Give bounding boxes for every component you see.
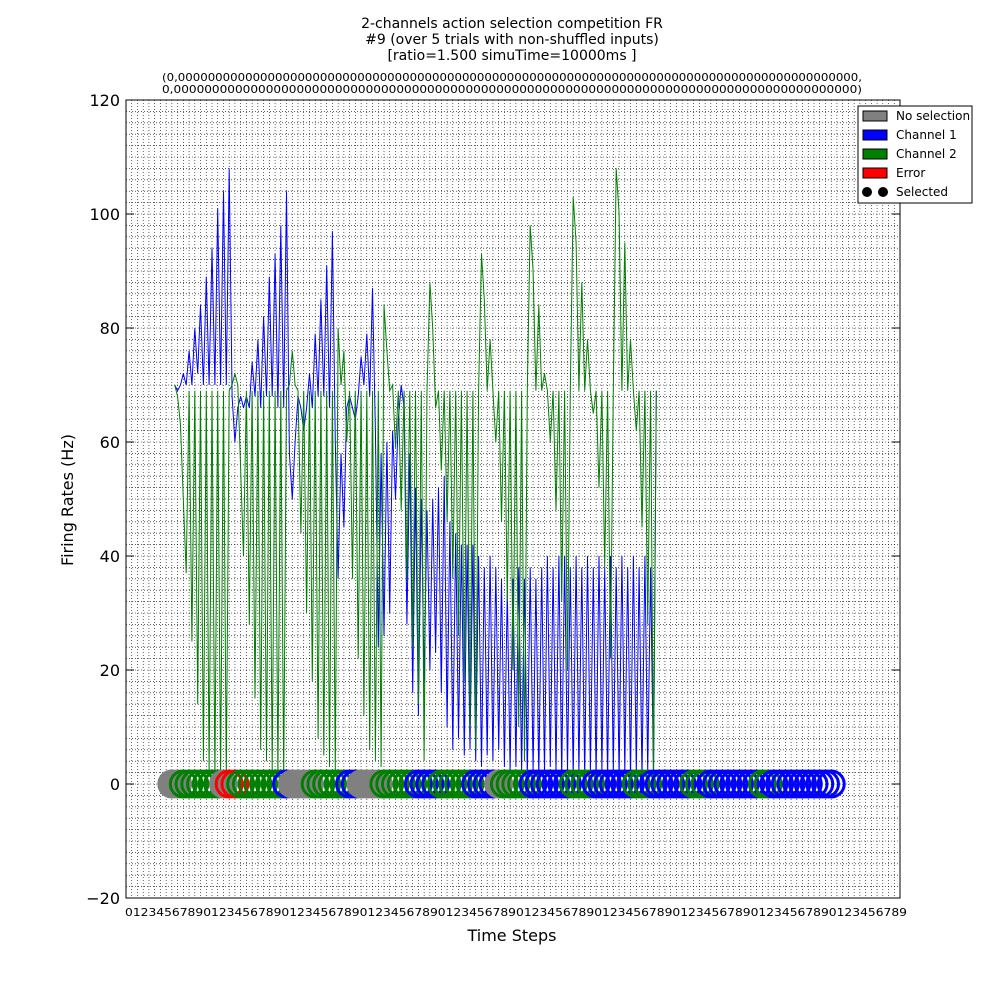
series-line-channel-2 xyxy=(174,168,657,779)
legend: No selection Channel 1 Channel 2 Error Selec… xyxy=(857,105,973,204)
selection-markers xyxy=(157,769,846,799)
y-tick-label: 60 xyxy=(100,433,120,452)
title-line-3: [ratio=1.500 simuTime=10000ms ] xyxy=(387,48,636,64)
legend-label: Channel 1 xyxy=(896,128,957,142)
selection-marker xyxy=(816,769,846,799)
bottom-tick-labels: 0123456789012345678901234567890123456789… xyxy=(125,906,907,919)
y-tick-label: 80 xyxy=(100,319,120,338)
legend-label: No selection xyxy=(896,109,970,123)
title-line-1: 2-channels action selection competition … xyxy=(361,16,663,32)
chart-title: 2-channels action selection competition … xyxy=(361,16,663,64)
y-axis: −20 0 20 40 60 80 100 120 xyxy=(86,91,900,908)
legend-label: Channel 2 xyxy=(896,147,957,161)
y-tick-label: 120 xyxy=(89,91,120,110)
y-tick-label: 40 xyxy=(100,547,120,566)
y-tick-label: 20 xyxy=(100,661,120,680)
legend-marker xyxy=(862,187,872,197)
legend-label: Error xyxy=(896,166,925,180)
legend-label: Selected xyxy=(896,185,948,199)
top-tick-labels-row-1: (0,0000000000000000000000000000000000000… xyxy=(162,71,862,84)
top-tick-labels-row-2: 0,00000000000000000000000000000000000000… xyxy=(162,83,862,96)
plot-frame xyxy=(125,99,901,899)
legend-swatch xyxy=(862,148,888,160)
title-line-2: #9 (over 5 trials with non-shuffled inpu… xyxy=(365,32,659,48)
legend-swatch xyxy=(862,167,888,179)
y-axis-label: Firing Rates (Hz) xyxy=(58,434,77,566)
legend-marker xyxy=(878,187,888,197)
legend-swatch xyxy=(862,129,888,141)
y-tick-label: 100 xyxy=(89,205,120,224)
y-tick-label: 0 xyxy=(110,775,120,794)
y-tick-label: −20 xyxy=(86,889,120,908)
legend-swatch xyxy=(862,110,888,122)
series-layer xyxy=(174,168,657,779)
series-line-channel-1 xyxy=(174,168,657,779)
x-axis-label: Time Steps xyxy=(466,926,556,945)
